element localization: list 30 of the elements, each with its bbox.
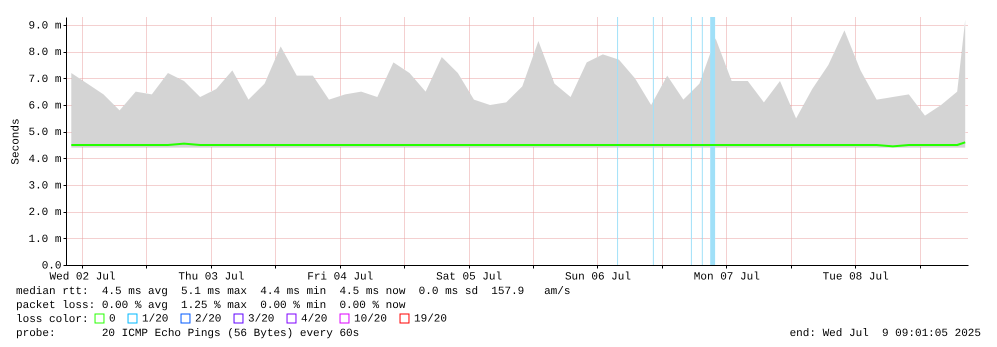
legend-label: 4/20 (301, 314, 328, 326)
y-axis-title: Seconds (10, 118, 22, 165)
x-tick-label: Fri 04 Jul (307, 272, 374, 284)
y-tick-label: 3.0 m (28, 180, 62, 192)
text: end: Wed Jul 9 09:01:05 2025 (790, 328, 981, 340)
x-tick-label: Mon 07 Jul (694, 272, 760, 284)
y-tick-label: 9.0 m (28, 20, 62, 32)
y-tick-label: 2.0 m (28, 207, 62, 220)
x-tick-label: Sun 06 Jul (564, 272, 631, 284)
y-tick-label: 4.0 m (28, 154, 62, 166)
x-tick-label: Wed 02 Jul (50, 272, 116, 284)
text: median rtt: 4.5 ms avg 5.1 ms max 4.4 ms min 4.5 ms now 0.0 ms sd 157.9 am/s (16, 286, 570, 298)
legend-label: 10/20 (354, 314, 388, 326)
text: probe: 20 ICMP Echo Pings (56 Bytes) every 60s (16, 328, 360, 340)
legend-label: 0 (109, 314, 116, 326)
text: packet loss: 0.00 % avg 1.25 % max 0.00 % min 0.00 % now (16, 300, 406, 312)
legend-label: 3/20 (248, 314, 274, 326)
legend-title: loss color: (16, 314, 89, 326)
legend-label: 2/20 (195, 314, 222, 326)
x-tick-label: Sat 05 Jul (436, 272, 502, 284)
y-tick-label: 7.0 m (28, 74, 62, 86)
y-tick-label: 6.0 m (28, 100, 62, 112)
y-tick-label: 8.0 m (28, 47, 62, 60)
x-tick-label: Tue 08 Jul (822, 272, 889, 284)
x-tick-label: Thu 03 Jul (178, 272, 244, 284)
y-tick-label: 5.0 m (28, 127, 62, 140)
y-tick-label: 0.0 (42, 260, 62, 272)
legend-label: 19/20 (414, 314, 448, 326)
legend-label: 1/20 (142, 314, 168, 326)
y-tick-label: 1.0 m (28, 234, 62, 246)
